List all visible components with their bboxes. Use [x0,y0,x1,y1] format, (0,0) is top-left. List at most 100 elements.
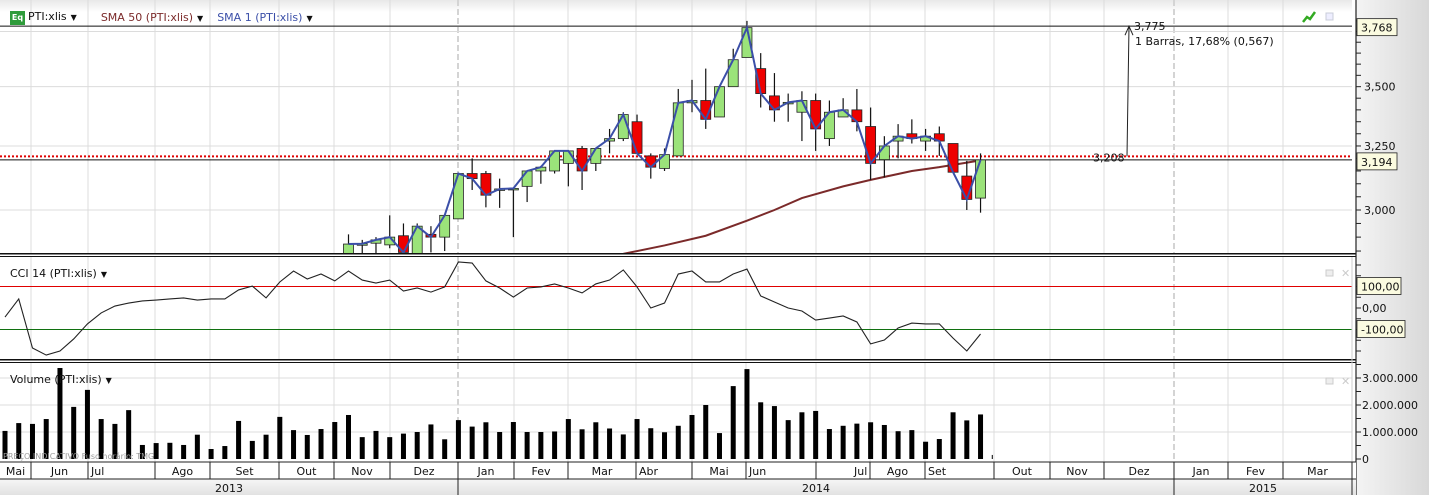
month-label[interactable]: Jan [1192,465,1210,478]
volume-bar [716,433,722,459]
month-label[interactable]: Mai [6,465,25,478]
candle-up [521,170,533,187]
month-label[interactable]: Jun [50,465,68,478]
volume-bar [579,429,585,459]
volume-selector[interactable]: Volume (PTI:xlis) ▼ [10,373,112,386]
volume-bar [799,412,805,459]
month-label[interactable]: Ago [172,465,194,478]
month-label[interactable]: Jul [90,465,104,478]
volume-bar [400,433,406,459]
volume-bar [291,430,297,459]
volume-bar [909,430,915,459]
volume-bar [703,405,709,459]
volume-bar [277,416,283,459]
volume-bar [167,442,173,459]
volume-bar [991,454,993,459]
volume-bar [112,423,118,459]
month-label[interactable]: Dez [1128,465,1149,478]
month-label[interactable]: Nov [1066,465,1088,478]
volume-tick-label: 0 [1362,453,1369,466]
month-label[interactable]: Abr [639,465,659,478]
month-label[interactable]: Ago [887,465,909,478]
month-label[interactable]: Jul [853,465,867,478]
cci-maximize-icon[interactable] [1325,269,1334,277]
volume-bar [126,410,132,459]
candle-up [439,214,451,238]
volume-bar [442,439,448,459]
volume-tick-label: 3.000.000 [1362,372,1418,385]
month-row[interactable] [0,462,1356,479]
volume-bar [497,432,503,459]
month-label[interactable]: Mar [1307,465,1328,478]
month-label[interactable]: Nov [351,465,373,478]
volume-bar [524,432,530,459]
volume-bar [98,419,104,459]
chart-type-icon[interactable] [1302,11,1317,23]
sma1-selector[interactable]: SMA 1 (PTI:xlis) ▼ [217,11,312,24]
month-label[interactable]: Fev [1246,465,1265,478]
volume-bar [648,428,654,459]
volume-bar [923,441,929,459]
volume-bar [153,443,159,459]
cci-selector[interactable]: CCI 14 (PTI:xlis) ▼ [10,267,107,280]
volume-tick-label: 2.000.000 [1362,399,1418,412]
cci-upper-label-box [1356,277,1402,295]
volume-bar [881,424,887,459]
volume-bar [414,432,420,459]
sma1-line [348,24,982,253]
cci-upper-label: 100,00 [1361,281,1400,294]
cci-zero-label: 0,00 [1362,302,1387,315]
volume-bar [181,444,187,459]
volume-bar [359,437,365,459]
symbol-selector[interactable]: Eq PTI:xlis ▼ [10,10,77,25]
chevron-down-icon: ▼ [197,14,204,23]
month-label[interactable]: Fev [531,465,550,478]
chart-legend: Eq PTI:xlis ▼ SMA 50 (PTI:xlis) ▼ SMA 1 (PT… [10,10,313,25]
cci-panel [0,261,1352,356]
volume-close-icon[interactable]: ✕ [1341,375,1350,388]
month-label[interactable]: Jan [477,465,495,478]
volume-bar [868,422,874,459]
cci-lower-label-box [1356,320,1406,338]
volume-bar [675,425,681,459]
symbol-label: PTI:xlis [28,10,67,23]
month-label[interactable]: Set [235,465,254,478]
volume-bar [813,410,819,459]
month-label[interactable]: Set [928,465,947,478]
volume-bar [964,420,970,459]
month-label[interactable]: Jun [748,465,766,478]
volume-bar [840,425,846,459]
volume-bar [139,444,145,459]
volume-bar [510,422,516,459]
volume-bar [346,414,351,459]
high-price-label-box [1356,18,1398,37]
month-label[interactable]: Out [1012,465,1033,478]
gridlines [0,0,1352,462]
chevron-down-icon: ▼ [70,13,77,22]
month-label[interactable]: Mai [709,465,728,478]
volume-bar [455,420,461,459]
volume-tick-label: 1.000.000 [1362,426,1418,439]
volume-maximize-icon[interactable] [1325,377,1334,385]
volume-bar [689,414,695,459]
cci-close-icon[interactable]: ✕ [1341,267,1350,280]
volume-bar [304,434,310,459]
volume-bar [387,437,393,459]
value-axis-strip[interactable] [1356,0,1429,495]
panel-separators[interactable] [0,253,1429,363]
month-label[interactable]: Mar [592,465,613,478]
volume-bar [469,426,475,459]
year-row[interactable] [0,479,1356,495]
chevron-down-icon: ▼ [105,376,112,385]
volume-bar [620,434,626,459]
measure-annotation[interactable]: 3,775 1 Barras, 17,68% (0,567) 3,208 [1093,20,1274,164]
maximize-icon[interactable] [1325,12,1334,21]
month-label[interactable]: Out [297,465,318,478]
month-label[interactable]: Dez [413,465,434,478]
volume-bar [57,368,63,459]
price-tick-label: 3,000 [1364,204,1396,217]
sma50-selector[interactable]: SMA 50 (PTI:xlis) ▼ [101,11,203,24]
volume-bar [16,423,22,459]
year-label: 2013 [215,482,243,495]
